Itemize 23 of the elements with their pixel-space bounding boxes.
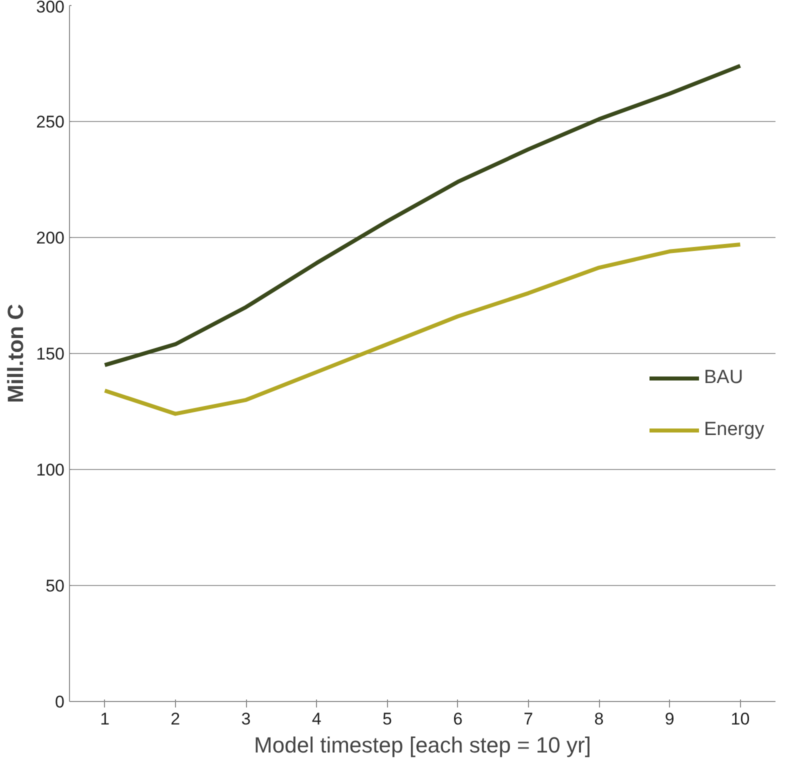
y-tick-label: 50 (46, 576, 65, 596)
y-tick-label: 150 (36, 344, 65, 364)
x-tick-label: 1 (100, 710, 110, 728)
legend-label: BAU (704, 367, 744, 389)
line-series (102, 242, 742, 416)
x-tick-label: 5 (382, 710, 392, 728)
y-tick-label: 250 (36, 112, 65, 132)
x-tick-label: 4 (312, 710, 322, 728)
x-tick-label: 10 (730, 710, 750, 728)
y-axis-title: Mill.ton C (3, 304, 28, 403)
legend-label: Energy (704, 419, 764, 441)
x-tick-label: 6 (453, 710, 463, 728)
x-tick-label: 9 (664, 710, 674, 728)
x-tick-label: 7 (524, 710, 534, 728)
y-tick-label: 0 (55, 692, 65, 712)
x-axis-title: Model timestep [each step = 10 yr] (254, 732, 591, 758)
y-tick-label: 100 (36, 460, 65, 480)
x-tick-label: 8 (594, 710, 604, 728)
line-series (102, 64, 742, 368)
x-tick-label: 3 (241, 710, 251, 728)
y-tick-label: 300 (36, 0, 65, 16)
y-tick-label: 200 (36, 228, 65, 248)
x-tick-label: 2 (170, 710, 180, 728)
